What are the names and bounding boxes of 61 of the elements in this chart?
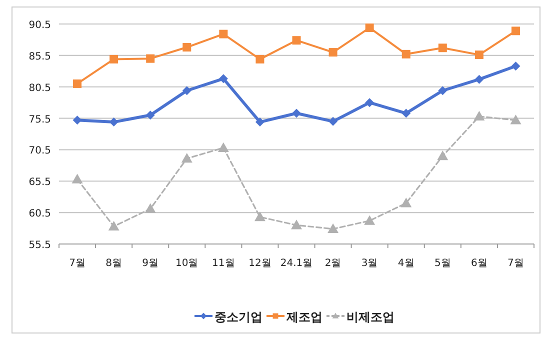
point xyxy=(328,48,338,57)
point xyxy=(437,150,448,160)
point xyxy=(328,223,339,234)
point xyxy=(72,174,83,184)
x-tick-label: 2월 xyxy=(324,258,342,269)
y-tick-label: 70.5 xyxy=(28,146,51,157)
point xyxy=(292,36,301,45)
point xyxy=(110,54,118,64)
point xyxy=(146,110,155,120)
point xyxy=(474,50,484,60)
point xyxy=(365,98,374,108)
point xyxy=(219,30,228,38)
point xyxy=(291,220,302,230)
point xyxy=(438,86,448,96)
point xyxy=(474,110,485,121)
point xyxy=(510,114,522,124)
x-tick-label: 8월 xyxy=(106,258,122,269)
point xyxy=(181,153,192,163)
point xyxy=(144,203,156,213)
point xyxy=(255,118,264,127)
point xyxy=(254,211,266,222)
x-tick-label: 4월 xyxy=(398,258,414,269)
point xyxy=(364,215,376,225)
point xyxy=(365,24,374,32)
x-tick-label: 7월 xyxy=(69,258,86,269)
x-tick-label: 3월 xyxy=(361,258,378,269)
x-tick-label: 9월 xyxy=(142,258,159,269)
x-tick-label: 11월 xyxy=(212,258,235,269)
point xyxy=(511,62,520,71)
legend-label: 비제조업 xyxy=(346,310,394,324)
point xyxy=(73,79,82,88)
point xyxy=(402,50,410,58)
point xyxy=(328,116,338,126)
point xyxy=(400,198,412,208)
legend-label: 중소기업 xyxy=(214,310,262,324)
y-tick-label: 55.5 xyxy=(28,240,51,251)
y-tick-label: 65.5 xyxy=(28,177,51,188)
x-tick-label: 12월 xyxy=(248,258,272,269)
point xyxy=(292,108,301,118)
point xyxy=(218,142,229,152)
y-tick-label: 80.5 xyxy=(28,82,51,94)
point xyxy=(108,220,120,231)
point xyxy=(474,74,484,84)
legend-label: 제조업 xyxy=(286,310,322,324)
point xyxy=(182,43,192,52)
y-tick-label: 85.5 xyxy=(28,51,51,62)
x-tick-label: 10월 xyxy=(176,258,198,269)
point xyxy=(146,54,155,63)
point xyxy=(182,86,192,96)
y-tick-label: 90.5 xyxy=(28,20,51,31)
x-tick-label: 6월 xyxy=(471,258,488,269)
point xyxy=(218,74,228,84)
point xyxy=(402,108,411,118)
point xyxy=(511,26,520,36)
x-tick-label: 24.1월 xyxy=(280,258,313,269)
x-tick-label: 7월 xyxy=(508,258,524,269)
y-tick-label: 75.5 xyxy=(28,114,51,126)
y-tick-label: 60.5 xyxy=(28,208,51,220)
point xyxy=(256,54,264,64)
point xyxy=(438,44,447,52)
x-tick-label: 5월 xyxy=(434,258,451,269)
